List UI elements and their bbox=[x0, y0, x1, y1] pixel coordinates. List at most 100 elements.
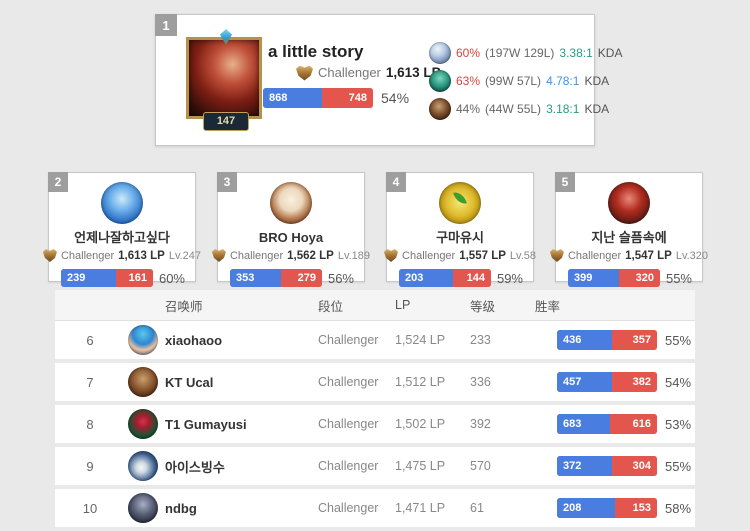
avatar-cell bbox=[125, 493, 165, 523]
lp-cell: 1,502 LP bbox=[395, 417, 446, 431]
rank1-player-card[interactable]: 1 147 a little story Challenger 1,613 LP… bbox=[155, 14, 622, 146]
player-name[interactable]: 아이스빙수 bbox=[165, 459, 225, 475]
wins-count: 683 bbox=[563, 418, 582, 430]
level-cell: 392 bbox=[470, 417, 491, 431]
champion-icon bbox=[429, 70, 451, 92]
level-label: Lv.247 bbox=[168, 249, 202, 262]
losses-count: 153 bbox=[632, 502, 651, 514]
table-row[interactable]: 8 T1 Gumayusi Challenger 1,502 LP 392 68… bbox=[55, 405, 695, 447]
summoner-profile-icon bbox=[608, 182, 650, 224]
leaderboard-table: 召唤师 段位 LP 等级 胜率 6 xiaohaoo Challenger 1,… bbox=[55, 290, 695, 531]
level-label: Lv.320 bbox=[675, 249, 709, 262]
winrate-cell: 208 153 58% bbox=[535, 498, 695, 518]
player-card[interactable]: 2 언제나잘하고싶다 Challenger 1,613 LP Lv.247 23… bbox=[42, 172, 201, 287]
level-label: Lv.58 bbox=[509, 249, 536, 262]
losses-segment: 304 bbox=[612, 456, 657, 476]
player-name[interactable]: 지난 슬픔속에 bbox=[591, 230, 667, 245]
champion-winrate: 44% bbox=[456, 102, 481, 116]
table-header: 召唤师 段位 LP 等级 胜率 bbox=[55, 290, 695, 321]
win-loss-bar: 239 161 bbox=[61, 269, 153, 287]
rank-badge: 1 bbox=[155, 14, 177, 36]
rank-badge: 5 bbox=[555, 172, 575, 192]
summoner-profile-icon bbox=[128, 367, 158, 397]
winrate-percent: 58% bbox=[665, 500, 692, 516]
win-loss-bar: 436 357 bbox=[557, 330, 657, 350]
summoner-profile-frame: 147 bbox=[182, 29, 270, 131]
losses-segment: 748 bbox=[322, 88, 373, 108]
tier-label: Challenger bbox=[60, 249, 115, 262]
top-champions-list: 60% (197W 129L) 3.38:1 KDA 63% (99W 57L)… bbox=[429, 42, 622, 120]
tier-cell: Challenger bbox=[318, 417, 379, 431]
winrate-cell: 372 304 55% bbox=[535, 456, 695, 476]
wins-segment: 457 bbox=[557, 372, 612, 392]
champion-winrate: 63% bbox=[456, 74, 481, 88]
player-name[interactable]: T1 Gumayusi bbox=[165, 416, 247, 432]
winrate-percent: 55% bbox=[665, 332, 692, 348]
wins-count: 208 bbox=[563, 502, 582, 514]
champion-stat-row: 60% (197W 129L) 3.38:1 KDA bbox=[429, 42, 622, 64]
losses-count: 320 bbox=[635, 272, 654, 284]
losses-segment: 279 bbox=[281, 269, 322, 287]
player-card[interactable]: 4 구마유시 Challenger 1,557 LP Lv.58 203 144… bbox=[384, 172, 536, 287]
rank-badge: 2 bbox=[48, 172, 68, 192]
losses-segment: 357 bbox=[612, 330, 657, 350]
winrate-percent: 54% bbox=[381, 90, 410, 106]
losses-count: 144 bbox=[466, 272, 485, 284]
winrate-row: 399 320 55% bbox=[568, 269, 692, 287]
player-name[interactable]: 언제나잘하고싶다 bbox=[74, 230, 170, 245]
winrate-cell: 683 616 53% bbox=[535, 414, 695, 434]
table-body: 6 xiaohaoo Challenger 1,524 LP 233 436 3… bbox=[55, 321, 695, 531]
wins-segment: 239 bbox=[61, 269, 116, 287]
lp-cell: 1,524 LP bbox=[395, 333, 446, 347]
summoner-level-badge: 147 bbox=[203, 112, 249, 131]
summoner-profile-icon bbox=[128, 451, 158, 481]
level-cell: 233 bbox=[470, 333, 491, 347]
player-card[interactable]: 3 BRO Hoya Challenger 1,562 LP Lv.189 35… bbox=[211, 172, 370, 287]
losses-segment: 144 bbox=[452, 269, 491, 287]
player-info: a little story Challenger 1,613 LP 868 7… bbox=[263, 42, 441, 108]
challenger-tier-icon bbox=[296, 65, 313, 81]
table-row[interactable]: 6 xiaohaoo Challenger 1,524 LP 233 436 3… bbox=[55, 321, 695, 363]
table-row[interactable]: 9 아이스빙수 Challenger 1,475 LP 570 372 304 … bbox=[55, 447, 695, 489]
wins-count: 457 bbox=[563, 376, 582, 388]
tier-line: Challenger 1,547 LP Lv.320 bbox=[549, 249, 708, 262]
rank-badge: 3 bbox=[217, 172, 237, 192]
player-card[interactable]: 5 지난 슬픔속에 Challenger 1,547 LP Lv.320 399… bbox=[549, 172, 708, 287]
winrate-percent: 54% bbox=[665, 374, 692, 390]
table-row[interactable]: 7 KT Ucal Challenger 1,512 LP 336 457 38… bbox=[55, 363, 695, 405]
win-loss-bar: 208 153 bbox=[557, 498, 657, 518]
winrate-percent: 55% bbox=[665, 458, 692, 474]
wins-segment: 208 bbox=[557, 498, 615, 518]
losses-segment: 616 bbox=[609, 414, 657, 434]
winrate-percent: 56% bbox=[327, 270, 354, 286]
tier-line: Challenger 1,613 LP bbox=[296, 65, 441, 81]
player-name[interactable]: xiaohaoo bbox=[165, 332, 223, 348]
losses-segment: 153 bbox=[614, 498, 657, 518]
player-name[interactable]: KT Ucal bbox=[165, 374, 214, 390]
player-name[interactable]: a little story bbox=[268, 42, 364, 61]
wins-segment: 399 bbox=[568, 269, 620, 287]
win-loss-bar: 399 320 bbox=[568, 269, 660, 287]
table-row[interactable]: 10 ndbg Challenger 1,471 LP 61 208 153 5… bbox=[55, 489, 695, 531]
winrate-row: 203 144 59% bbox=[399, 269, 523, 287]
rank-cell: 6 bbox=[86, 332, 94, 348]
losses-count: 616 bbox=[632, 418, 651, 430]
header-level: 等级 bbox=[470, 299, 496, 314]
player-name[interactable]: BRO Hoya bbox=[258, 230, 324, 245]
losses-count: 382 bbox=[632, 376, 651, 388]
tier-cell: Challenger bbox=[318, 459, 379, 473]
tier-line: Challenger 1,613 LP Lv.247 bbox=[42, 249, 201, 262]
wins-segment: 436 bbox=[557, 330, 612, 350]
losses-segment: 320 bbox=[619, 269, 660, 287]
losses-count: 279 bbox=[297, 272, 316, 284]
player-name[interactable]: 구마유시 bbox=[436, 230, 484, 245]
wins-count: 239 bbox=[67, 272, 86, 284]
wins-count: 436 bbox=[563, 334, 582, 346]
champion-winrate: 60% bbox=[456, 46, 481, 60]
rank-cell: 8 bbox=[86, 416, 94, 432]
tier-cell: Challenger bbox=[318, 501, 379, 515]
tier-label: Challenger bbox=[402, 249, 456, 262]
player-name[interactable]: ndbg bbox=[165, 500, 197, 516]
rank-cell: 9 bbox=[86, 458, 94, 474]
champion-record: (197W 129L) bbox=[485, 46, 555, 60]
